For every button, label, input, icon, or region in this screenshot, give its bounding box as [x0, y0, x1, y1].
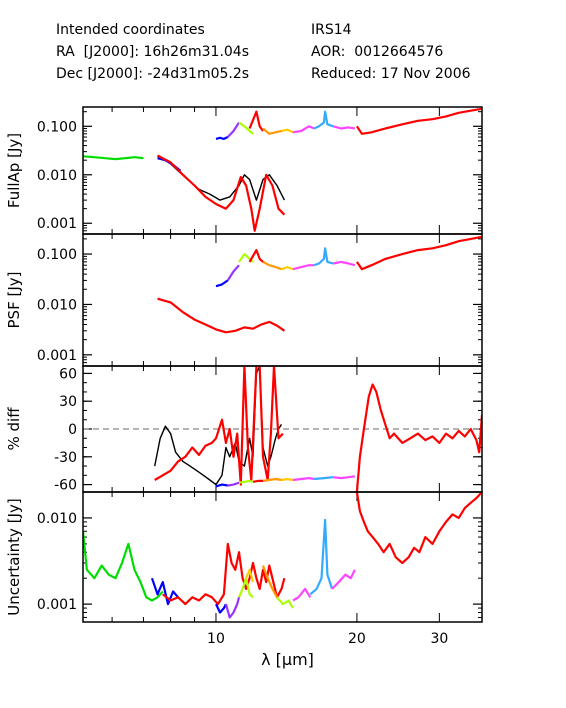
- series-line-magenta: [333, 475, 356, 480]
- header-right-line-2: AOR: 0012664576: [311, 44, 444, 60]
- panel-frame: [82, 365, 483, 493]
- y-tick-label: 0.010: [37, 168, 77, 184]
- series-line-magenta: [332, 125, 356, 130]
- series-group: [154, 366, 482, 492]
- panel-frame: [82, 106, 483, 235]
- series-line-red: [154, 366, 284, 486]
- series-group: [83, 492, 482, 619]
- series-line-blue: [215, 136, 229, 140]
- header-left-line-3: Dec [J2000]: -24d31m05.2s: [56, 66, 250, 82]
- series-group: [83, 107, 482, 232]
- series-line-blue: [150, 577, 179, 606]
- series-line-red: [252, 479, 263, 483]
- y-tick-label: 0: [68, 422, 77, 438]
- series-line-skyblue: [309, 518, 334, 596]
- series-line-black: [154, 366, 283, 486]
- series-line-orange: [262, 260, 282, 271]
- series-line-blue: [215, 279, 229, 288]
- series-line-green: [83, 155, 144, 161]
- y-tick-label: -60: [54, 478, 77, 494]
- series-line-green: [83, 531, 164, 602]
- series-line-red: [355, 383, 482, 492]
- series-line-yellow: [281, 477, 294, 482]
- series-line-purple: [224, 597, 241, 619]
- y-tick-label: -30: [54, 450, 77, 466]
- header-left-line-1: Intended coordinates: [56, 22, 205, 38]
- y-tick-label: 0.001: [37, 597, 77, 613]
- series-line-red: [355, 235, 482, 271]
- panel-psf: 0.001 0.010 0.100 PSF [Jy]: [5, 233, 483, 367]
- series-line-purple: [226, 264, 240, 281]
- panel-fullap: 0.001 0.010 0.100 FullAp [Jy]: [5, 106, 483, 235]
- series-line-red: [157, 297, 286, 334]
- series-line-red: [248, 110, 264, 132]
- series-line-red: [355, 492, 482, 565]
- y-tick-label: 0.010: [37, 297, 77, 313]
- panel-diff: -60 -30 0 30 60 % diff: [5, 365, 483, 494]
- y-axis-label: FullAp [Jy]: [5, 133, 23, 208]
- series-line-yellow: [281, 266, 294, 271]
- series-line-magenta: [292, 125, 315, 134]
- series-line-magenta: [331, 569, 356, 590]
- y-axis-label: PSF [Jy]: [5, 272, 23, 329]
- panel-frame: [82, 491, 483, 623]
- series-line-orange: [262, 477, 282, 482]
- series-group: [157, 235, 482, 334]
- series-line-magenta: [332, 260, 356, 267]
- series-line-orange: [262, 127, 282, 135]
- x-tick-label: 20: [348, 631, 366, 647]
- x-axis-label: λ [μm]: [261, 650, 314, 669]
- series-line-orange: [261, 565, 278, 598]
- series-line-red: [162, 542, 286, 606]
- series-line-skyblue: [313, 247, 334, 267]
- y-tick-label: 0.010: [37, 511, 77, 527]
- series-line-lime: [276, 596, 294, 609]
- y-tick-label: 0.001: [37, 216, 77, 232]
- series-line-lime: [238, 121, 254, 135]
- series-line-red: [156, 154, 286, 232]
- x-tick-label: 10: [207, 631, 225, 647]
- series-line-red: [355, 107, 482, 135]
- series-line-purple: [227, 121, 240, 138]
- series-line-yellow: [245, 568, 255, 583]
- series-line-magenta: [292, 587, 312, 602]
- series-line-blue: [215, 483, 228, 488]
- series-line-purple: [227, 481, 240, 487]
- y-axis-label: % diff: [5, 407, 23, 451]
- series-line-magenta: [292, 264, 315, 271]
- x-tick-label: 30: [430, 631, 448, 647]
- series-line-skyblue: [313, 110, 334, 130]
- y-tick-label: 30: [59, 394, 77, 410]
- series-line-yellow: [281, 128, 294, 134]
- panel-unc: 0.001 0.010 Uncertainty [Jy]: [5, 491, 483, 623]
- header-left-line-2: RA [J2000]: 16h26m31.04s: [56, 44, 249, 60]
- series-line-lime: [238, 479, 254, 484]
- y-tick-label: 0.100: [37, 119, 77, 135]
- series-line-blue: [215, 603, 227, 614]
- series-line-red: [248, 249, 264, 263]
- header-right-line-3: Reduced: 17 Nov 2006: [311, 66, 471, 82]
- panel-frame: [82, 233, 483, 367]
- y-axis-label: Uncertainty [Jy]: [5, 498, 23, 615]
- header-right-line-1: IRS14: [311, 22, 352, 38]
- y-tick-label: 0.001: [37, 348, 77, 364]
- series-line-skyblue: [313, 476, 334, 481]
- y-tick-label: 60: [59, 366, 77, 382]
- y-tick-label: 0.100: [37, 247, 77, 263]
- series-line-magenta: [292, 477, 315, 482]
